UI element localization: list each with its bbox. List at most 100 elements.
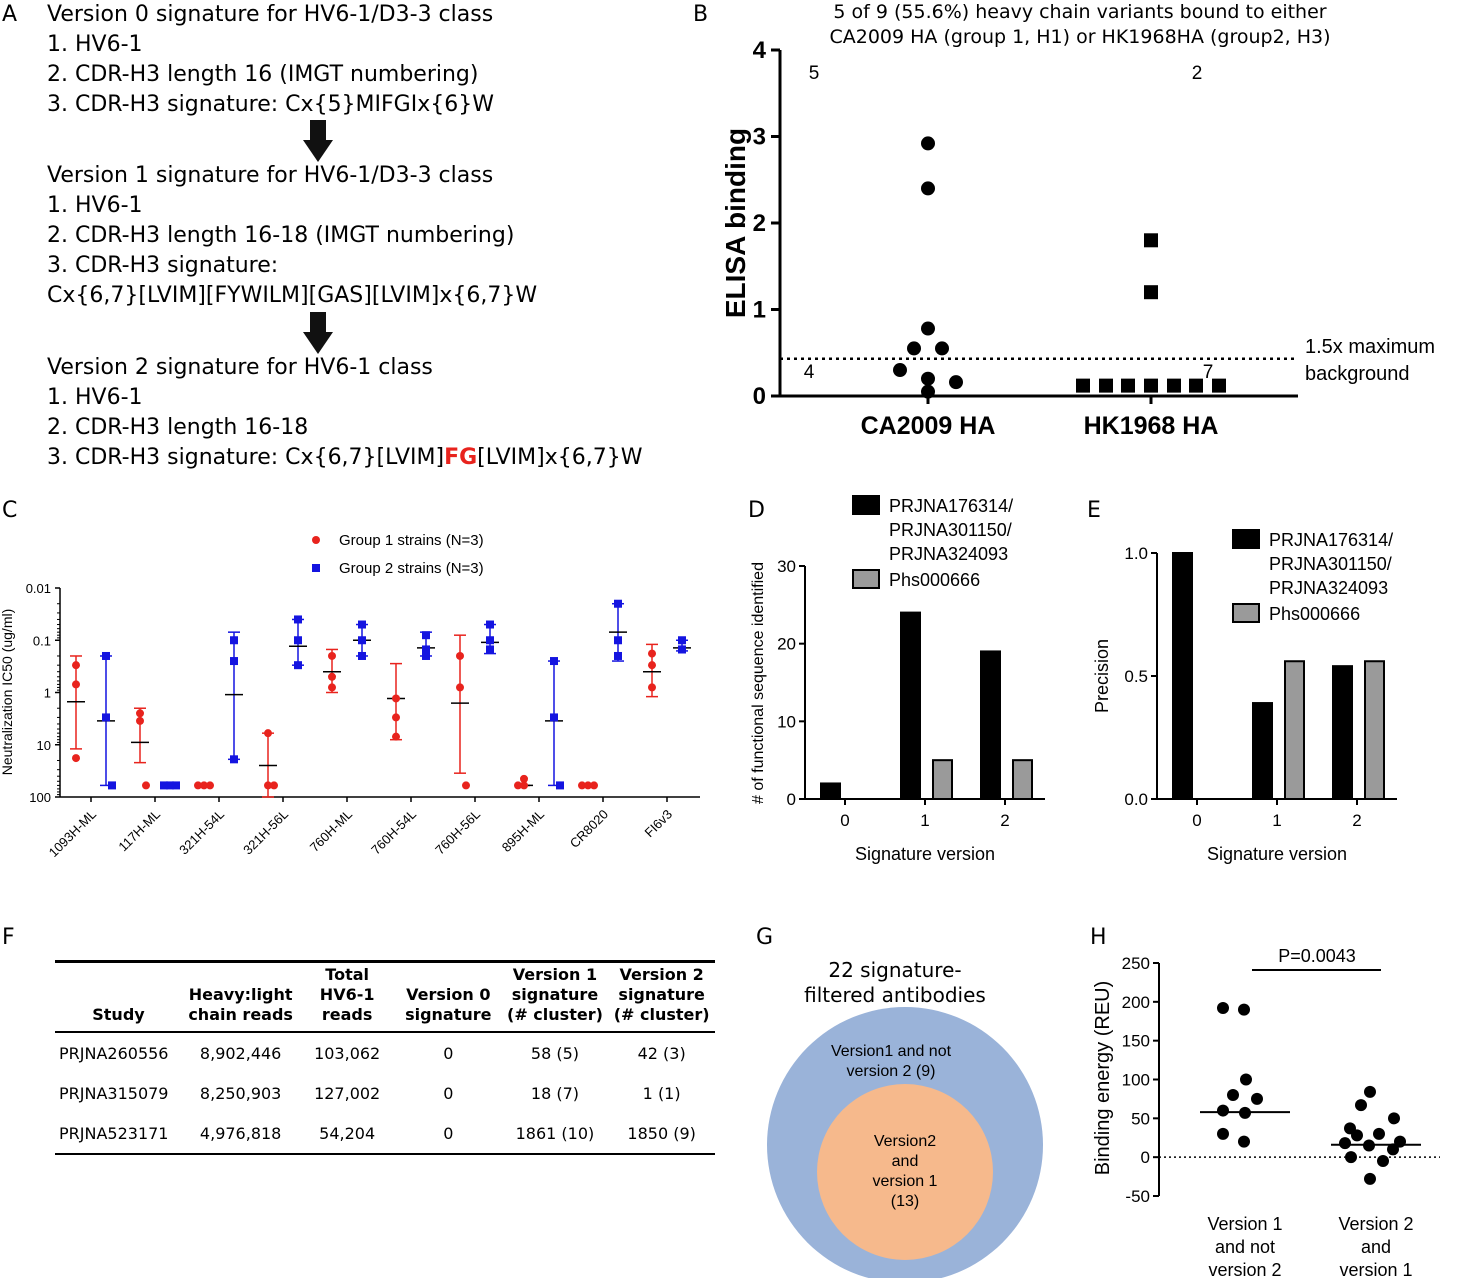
y-axis-label: Precision xyxy=(1092,639,1112,713)
col-header: Heavy:light chain reads xyxy=(181,960,300,1033)
data-point-square xyxy=(1167,378,1181,393)
data-point-circle xyxy=(264,781,272,790)
table-row: PRJNA260556 8,902,446 103,062 0 58 (5) 4… xyxy=(55,1032,715,1073)
data-point-square xyxy=(1121,378,1135,393)
table-cell: 8,902,446 xyxy=(199,1043,282,1063)
threshold-label: background xyxy=(1305,363,1410,385)
data-point xyxy=(1217,1104,1229,1117)
bar xyxy=(932,759,953,801)
table-cell: 103,062 xyxy=(314,1043,381,1063)
bar xyxy=(1332,665,1353,800)
col-header: Total HV6-1 reads xyxy=(299,960,395,1033)
data-point-square xyxy=(678,645,686,654)
y-axis-label: # of functional sequence identified xyxy=(750,562,767,804)
y-tick-label: 100 xyxy=(1122,1071,1150,1090)
data-point-circle xyxy=(949,375,963,390)
panel-label-e: E xyxy=(1087,498,1101,523)
data-point-square xyxy=(486,645,494,654)
legend-marker xyxy=(312,536,320,544)
count-below: 4 xyxy=(804,362,815,383)
data-point-square xyxy=(102,713,110,722)
table-cell: 8,250,903 xyxy=(199,1083,282,1103)
venn-outer-label-2: version 2 (9) xyxy=(847,1063,936,1080)
venn-title-line-1: 22 signature- xyxy=(828,958,962,982)
venn-inner-label-2: and xyxy=(892,1153,919,1170)
col-header: Study xyxy=(55,960,182,1033)
data-point xyxy=(1364,1172,1376,1185)
x-tick-label: 1 xyxy=(1272,811,1281,830)
legend-label: Phs000666 xyxy=(889,570,980,590)
venn-inner-label-1: Version2 xyxy=(874,1133,936,1150)
v0-line-2: 2. CDR-H3 length 16 (IMGT numbering) xyxy=(47,62,479,87)
v1-line-2: 2. CDR-H3 length 16-18 (IMGT numbering) xyxy=(47,223,515,248)
data-point-circle xyxy=(514,781,522,790)
data-point-square xyxy=(1212,378,1226,393)
data-point xyxy=(1377,1155,1389,1168)
data-point-circle xyxy=(921,371,935,386)
data-point-square xyxy=(108,781,116,790)
v1-line-4: Cx{6,7}[LVIM][FYWILM][GAS][LVIM]x{6,7}W xyxy=(47,283,538,308)
down-arrow-icon xyxy=(303,120,333,166)
data-point xyxy=(1238,1135,1250,1148)
x-tick-label: and not xyxy=(1215,1237,1275,1257)
table-cell: 18 (7) xyxy=(530,1083,579,1103)
data-point-square xyxy=(1189,378,1203,393)
y-tick-label: 3 xyxy=(753,124,766,151)
v1-line-1: 1. HV6-1 xyxy=(47,193,143,218)
y-tick-label: 200 xyxy=(1122,993,1150,1012)
data-point-circle xyxy=(578,781,586,790)
data-point-square xyxy=(358,636,366,645)
y-tick-label: 250 xyxy=(1122,954,1150,973)
data-point-circle xyxy=(648,649,656,658)
data-point-square xyxy=(550,713,558,722)
data-point-circle xyxy=(136,716,144,725)
data-point-circle xyxy=(893,363,907,378)
y-tick-label: 1 xyxy=(753,297,766,324)
table-cell: 0 xyxy=(394,1113,502,1155)
data-point-circle xyxy=(590,781,598,790)
y-tick-label: -50 xyxy=(1125,1187,1150,1206)
data-point-square xyxy=(678,636,686,645)
data-point-circle xyxy=(328,683,336,692)
data-point-circle xyxy=(648,683,656,692)
data-point-circle xyxy=(392,732,400,741)
data-point xyxy=(1217,1002,1229,1015)
col-header: Version 1 signature (# cluster) xyxy=(501,960,609,1033)
panel-label-b: B xyxy=(693,2,709,27)
y-tick-label: 0.01 xyxy=(26,581,51,596)
bar xyxy=(1252,702,1273,800)
venn-outer-label-1: Version1 and not xyxy=(831,1043,952,1060)
data-point-circle xyxy=(142,781,150,790)
venn-inner-label-4: (13) xyxy=(891,1193,919,1210)
table-cell: 127,002 xyxy=(314,1083,381,1103)
v2-line-1: 1. HV6-1 xyxy=(47,385,143,410)
y-tick-label: 0 xyxy=(753,383,766,410)
data-point xyxy=(1364,1085,1376,1098)
data-point-circle xyxy=(72,661,80,670)
panel-label-c: C xyxy=(2,498,18,523)
table-header-row: Study Heavy:light chain reads Total HV6-… xyxy=(55,960,715,1033)
data-point-square xyxy=(358,620,366,629)
count-below: 7 xyxy=(1203,362,1214,383)
x-axis-label: Signature version xyxy=(855,844,995,864)
bar xyxy=(900,611,921,800)
data-point-circle xyxy=(270,781,278,790)
data-point-circle xyxy=(462,781,470,790)
y-tick-label: 20 xyxy=(777,635,796,654)
data-point-circle xyxy=(921,181,935,196)
x-tick-label: version 2 xyxy=(1208,1260,1281,1278)
y-axis-label: ELISA binding xyxy=(720,128,751,318)
y-tick-label: 0 xyxy=(787,790,796,809)
y-tick-label: 2 xyxy=(753,210,766,237)
v1-title: Version 1 signature for HV6-1/D3-3 class xyxy=(47,163,494,188)
y-tick-label: 4 xyxy=(753,37,767,64)
data-point xyxy=(1388,1112,1400,1125)
threshold-label: 1.5x maximum xyxy=(1305,336,1435,358)
data-point xyxy=(1339,1137,1351,1150)
data-point-circle xyxy=(328,651,336,660)
table-row: PRJNA523171 4,976,818 54,204 0 1861 (10)… xyxy=(55,1113,715,1155)
y-tick-label: 30 xyxy=(777,557,796,576)
bar xyxy=(820,782,841,801)
